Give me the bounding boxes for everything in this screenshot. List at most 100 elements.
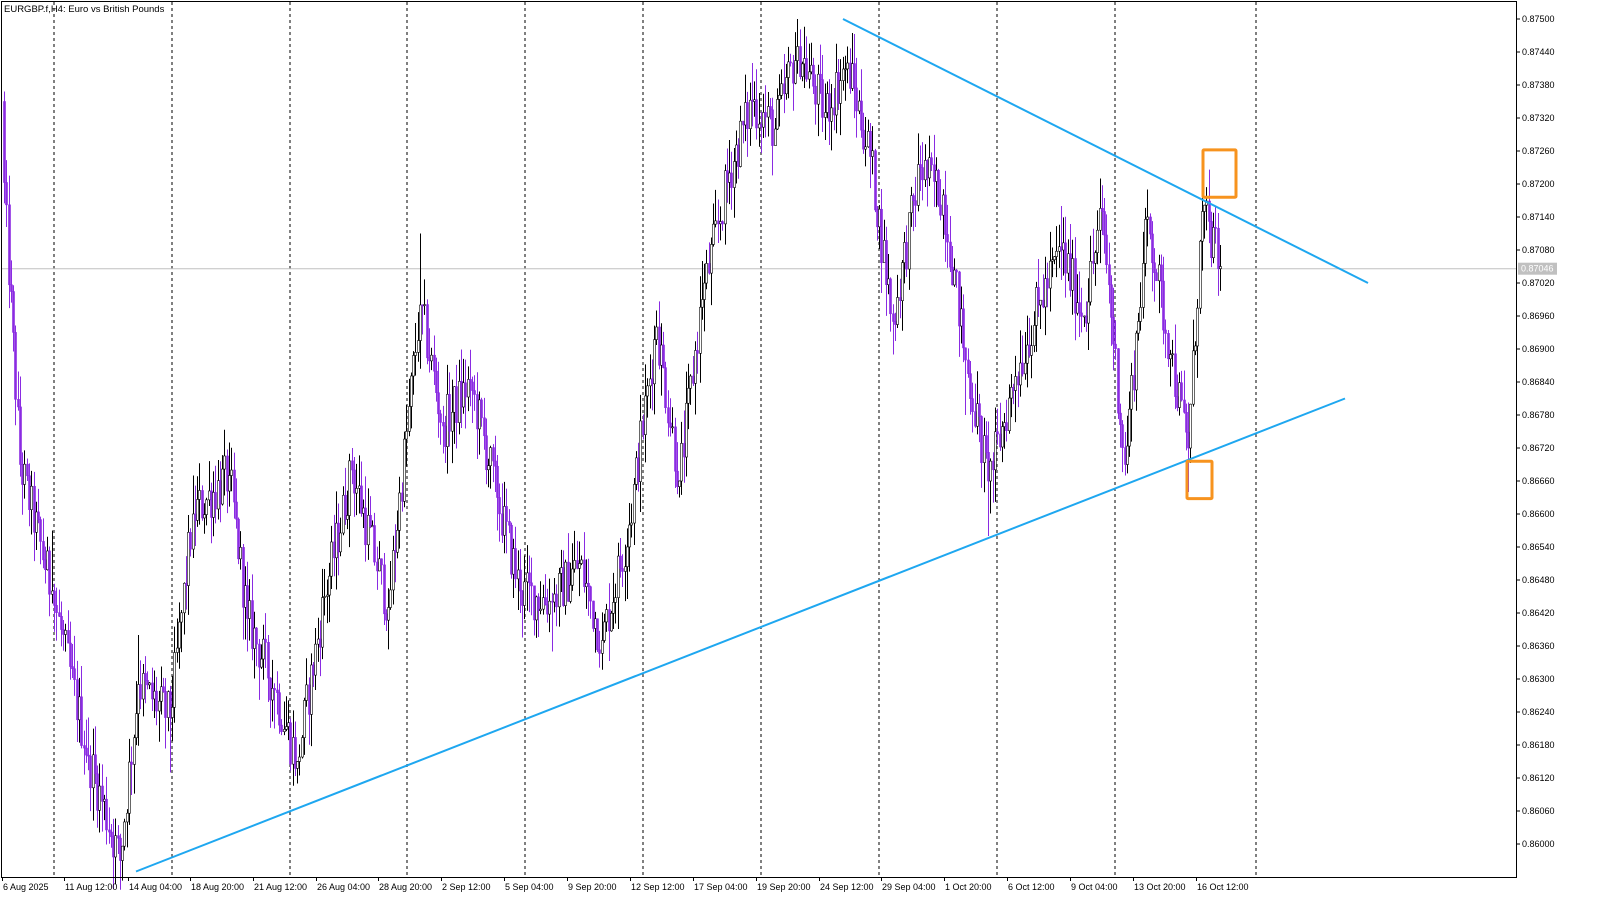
candle-body xyxy=(205,499,208,515)
candle-body xyxy=(864,146,867,150)
y-tick-label: 0.86780 xyxy=(1522,410,1555,420)
candle-body xyxy=(5,182,8,206)
candle-body xyxy=(1126,445,1129,465)
candle-body xyxy=(617,555,620,598)
candle-body xyxy=(1133,375,1136,391)
candle-body xyxy=(567,561,570,602)
candle-body xyxy=(1067,253,1070,274)
candle-body xyxy=(1119,412,1122,425)
candle-body xyxy=(346,515,349,520)
highlights-layer xyxy=(1185,148,1238,501)
candle-body xyxy=(1219,266,1222,270)
candle-body xyxy=(821,79,824,118)
candle-body xyxy=(367,515,370,546)
candle-body xyxy=(769,106,772,111)
candle-body xyxy=(530,582,533,587)
upper-trendline[interactable] xyxy=(842,18,1369,284)
candle-body xyxy=(1083,315,1086,318)
candle-body xyxy=(796,46,799,61)
candle-body xyxy=(60,616,63,630)
candle-body xyxy=(39,519,42,542)
candle-body xyxy=(1105,234,1108,266)
candle-body xyxy=(1160,264,1163,282)
candle-body xyxy=(853,63,856,89)
candle-body xyxy=(410,375,413,407)
candle-body xyxy=(1028,344,1031,356)
candle-body xyxy=(185,582,188,586)
candle-body xyxy=(774,128,777,146)
candle-body xyxy=(839,80,842,104)
candle-body xyxy=(1044,278,1047,308)
x-tick-label: 9 Oct 04:00 xyxy=(1071,882,1118,892)
candle-body xyxy=(1146,216,1149,220)
candle-body xyxy=(1033,325,1036,346)
candle-body xyxy=(1174,353,1177,397)
candle-body xyxy=(892,313,895,322)
candle-body xyxy=(53,590,56,606)
candle-body xyxy=(1183,399,1186,413)
candle-body xyxy=(42,541,45,561)
upper-touch-box[interactable] xyxy=(1201,148,1238,199)
candle-body xyxy=(573,560,576,570)
candle-body xyxy=(151,682,154,700)
lower-touch-box[interactable] xyxy=(1185,459,1214,501)
candle-body xyxy=(1035,287,1038,326)
candle-body xyxy=(1135,332,1138,391)
candle-body xyxy=(1128,408,1131,447)
candle-body xyxy=(1069,253,1072,291)
candle-body xyxy=(198,490,201,500)
candle-body xyxy=(55,605,58,613)
candle-body xyxy=(210,490,213,518)
candle-body xyxy=(194,513,197,521)
candles-layer xyxy=(3,19,1222,890)
candle-body xyxy=(1130,375,1133,410)
candle-body xyxy=(1214,227,1217,229)
candle-body xyxy=(305,684,308,701)
candle-body xyxy=(283,729,286,732)
candle-body xyxy=(842,68,845,81)
candle-body xyxy=(1021,362,1024,375)
y-tick-label: 0.86900 xyxy=(1522,344,1555,354)
candle-body xyxy=(801,63,804,77)
candle-body xyxy=(480,399,483,419)
candle-body xyxy=(583,559,586,587)
candle-body xyxy=(389,589,392,608)
candle-body xyxy=(680,443,683,482)
candle-body xyxy=(494,460,497,467)
candle-body xyxy=(1078,302,1081,314)
candle-body xyxy=(1096,229,1099,253)
candle-body xyxy=(612,602,615,614)
candle-body xyxy=(451,411,454,432)
candle-body xyxy=(805,58,808,80)
candle-body xyxy=(1101,208,1104,212)
candle-body xyxy=(455,386,458,423)
candle-body xyxy=(167,691,170,718)
candle-body xyxy=(633,484,636,524)
candle-body xyxy=(1139,307,1142,322)
candle-body xyxy=(110,831,113,838)
candle-body xyxy=(294,737,297,769)
candle-body xyxy=(721,221,724,225)
y-axis: 0.87500 0.87440 0.87380 0.87320 0.87260 0.872… xyxy=(1516,14,1557,849)
candle-body xyxy=(1001,426,1004,448)
candle-body xyxy=(314,643,317,676)
lower-trendline[interactable] xyxy=(135,397,1346,873)
candle-body xyxy=(964,347,967,361)
candle-body xyxy=(1026,344,1029,364)
candle-body xyxy=(223,455,226,470)
chart-title: EURGBP.f,H4: Euro vs British Pounds xyxy=(4,4,165,15)
candle-body xyxy=(69,642,72,667)
candle-body xyxy=(326,594,329,597)
candle-body xyxy=(671,426,674,429)
candle-body xyxy=(860,100,863,131)
y-tick-label: 0.86420 xyxy=(1522,608,1555,618)
candle-body xyxy=(519,569,522,592)
candle-body xyxy=(558,573,561,608)
y-tick-label: 0.87140 xyxy=(1522,212,1555,222)
candle-body xyxy=(930,157,933,166)
candle-body xyxy=(1046,278,1049,289)
candle-body xyxy=(1074,258,1077,314)
candle-body xyxy=(544,597,547,606)
